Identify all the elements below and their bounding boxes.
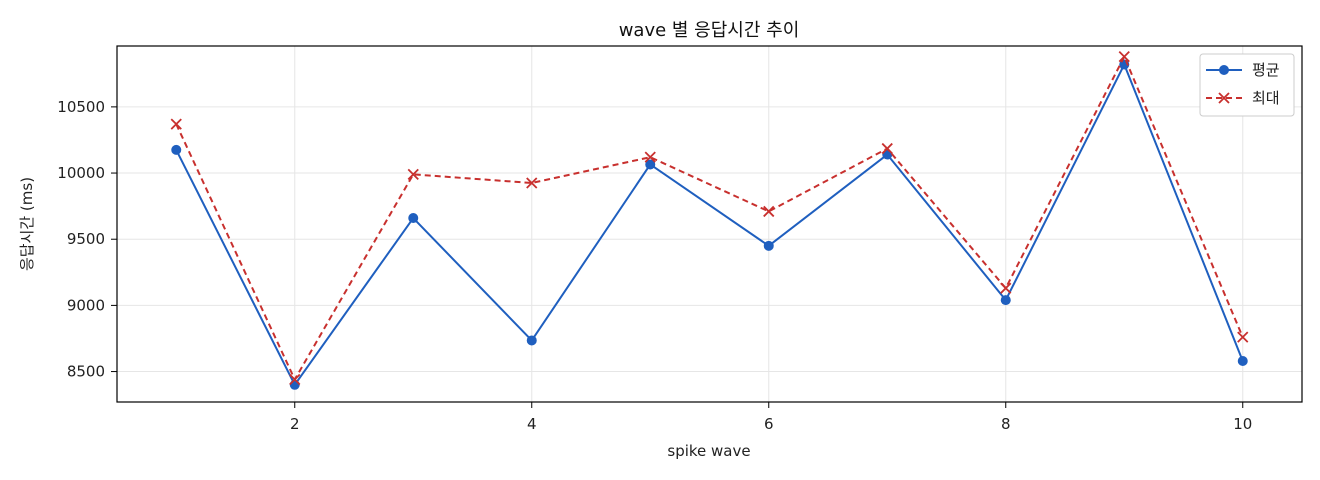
- data-point: [1237, 331, 1249, 343]
- plot-frame: [116, 45, 1303, 403]
- series-1: [171, 59, 1248, 390]
- legend-entry: 평균: [1206, 61, 1280, 79]
- data-point: [1000, 282, 1012, 294]
- legend-marker: [1218, 92, 1230, 104]
- data-point: [644, 151, 656, 163]
- legend-label: 최대: [1252, 89, 1280, 107]
- data-point: [1000, 295, 1011, 306]
- legend-marker: [1219, 65, 1229, 75]
- series-2: [170, 50, 1249, 386]
- data-point: [1118, 50, 1130, 63]
- x-tick-label: 6: [764, 415, 774, 433]
- y-tick-label: 8500: [67, 363, 105, 381]
- x-tick-label: 4: [527, 415, 537, 433]
- data-point: [1237, 355, 1248, 366]
- y-axis-label: 응답시간 (ms): [18, 177, 36, 271]
- series-line: [175, 63, 1244, 386]
- data-point: [289, 379, 300, 390]
- chart-title: wave 별 응답시간 추이: [619, 20, 800, 41]
- x-tick-label: 2: [290, 415, 300, 433]
- data-point: [763, 205, 775, 218]
- data-point: [526, 177, 538, 189]
- x-axis-label: spike wave: [667, 442, 750, 460]
- series-layer: [170, 50, 1249, 390]
- legend-label: 평균: [1252, 61, 1280, 79]
- data-point: [289, 373, 301, 386]
- x-tick-label: 8: [1001, 415, 1011, 433]
- y-tick-label: 9000: [67, 296, 105, 314]
- data-point: [171, 144, 182, 155]
- grid: [117, 46, 1302, 402]
- data-point: [407, 168, 419, 181]
- data-point: [763, 240, 774, 251]
- x-tick-label: 10: [1233, 415, 1252, 433]
- y-tick-label: 9500: [67, 230, 105, 248]
- axis-ticks: 2 4 6 8 10 8500 9000 9500 10000 10500: [57, 98, 1252, 433]
- data-point: [881, 142, 893, 155]
- legend-entry: 최대: [1206, 89, 1280, 107]
- data-point: [170, 118, 182, 130]
- data-point: [526, 335, 537, 346]
- data-point: [645, 159, 656, 170]
- data-point: [408, 213, 419, 224]
- y-tick-label: 10000: [57, 164, 105, 182]
- y-tick-label: 10500: [57, 98, 105, 116]
- legend-box: [1199, 53, 1295, 117]
- series-line: [175, 55, 1244, 381]
